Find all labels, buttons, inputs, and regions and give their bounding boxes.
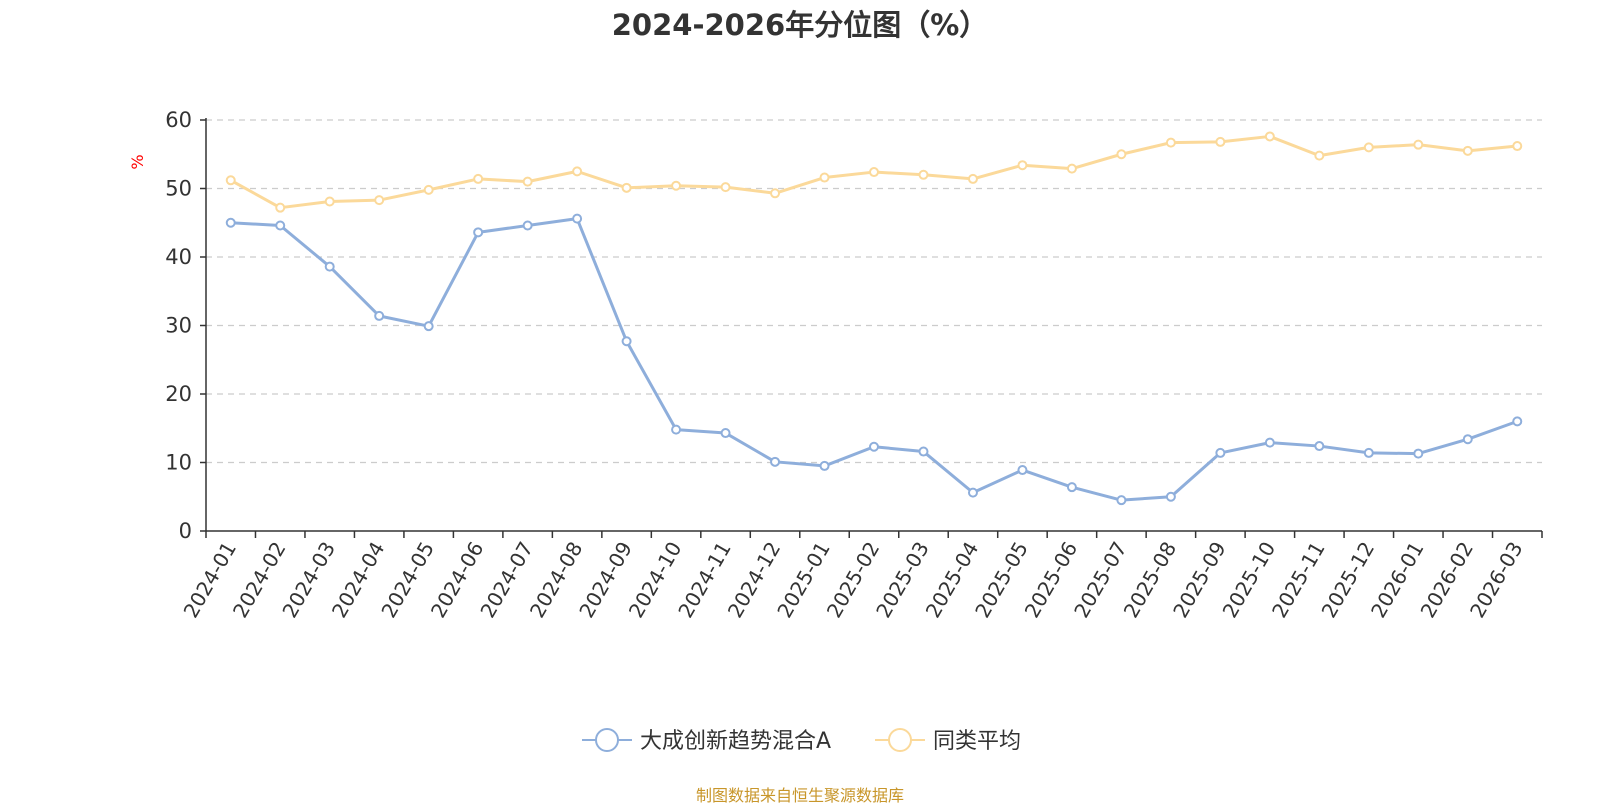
data-point (324, 196, 335, 207)
data-point (621, 336, 632, 347)
data-point (720, 182, 731, 193)
y-tick-label: 40 (165, 245, 192, 269)
data-point (473, 173, 484, 184)
data-point (1413, 448, 1424, 459)
data-point (1215, 136, 1226, 147)
data-point (1314, 441, 1325, 452)
data-point (1413, 139, 1424, 150)
data-point (1066, 482, 1077, 493)
y-tick-label: 60 (165, 108, 192, 132)
data-point (423, 184, 434, 195)
y-tick-label: 30 (165, 314, 192, 338)
x-tick-labels: 2024-012024-022024-032024-042024-052024-… (178, 537, 1527, 621)
y-tick-label: 20 (165, 382, 192, 406)
data-point (572, 213, 583, 224)
legend-marker (595, 728, 619, 752)
data-point (225, 175, 236, 186)
series-line (230, 217, 1518, 502)
axes (200, 118, 1543, 538)
data-point (770, 188, 781, 199)
data-point (275, 220, 286, 231)
data-point (324, 261, 335, 272)
data-point (1215, 447, 1226, 458)
data-point (1116, 495, 1127, 506)
data-point (671, 424, 682, 435)
data-point (1363, 142, 1374, 153)
legend-label: 大成创新趋势混合A (640, 729, 831, 754)
data-point (1165, 491, 1176, 502)
data-point (770, 456, 781, 467)
data-point (720, 428, 731, 439)
legend-item-1: 大成创新趋势混合A (582, 728, 831, 754)
data-point (967, 487, 978, 498)
y-tick-label: 0 (179, 519, 192, 543)
data-point (572, 166, 583, 177)
data-point (918, 446, 929, 457)
data-point (1017, 160, 1028, 171)
data-point (869, 441, 879, 452)
data-point (1017, 465, 1028, 476)
data-point (522, 220, 533, 231)
series-lines (225, 131, 1523, 506)
data-point (1512, 416, 1523, 427)
data-point (819, 172, 830, 183)
data-point (423, 321, 434, 332)
data-point (1314, 150, 1325, 161)
chart-title: 2024-2026年分位图（%） (611, 8, 989, 42)
data-point (374, 195, 385, 206)
data-point (1066, 163, 1077, 174)
data-point (1165, 137, 1176, 148)
y-tick-label: 50 (165, 177, 192, 201)
legend: 大成创新趋势混合A 同类平均 (582, 728, 1021, 754)
data-point (473, 227, 484, 238)
y-axis-unit-label: % (128, 154, 147, 169)
legend-label: 同类平均 (933, 729, 1021, 754)
data-point (1264, 131, 1275, 142)
series-1 (225, 213, 1523, 506)
data-point (671, 180, 682, 191)
legend-item-2: 同类平均 (875, 728, 1021, 754)
data-point (225, 217, 236, 228)
data-point (1363, 447, 1374, 458)
legend-marker (888, 728, 912, 752)
data-point (1116, 149, 1127, 160)
data-point (819, 460, 830, 471)
data-point (374, 310, 385, 321)
source-note: 制图数据来自恒生聚源数据库 (695, 786, 904, 805)
data-point (967, 173, 978, 184)
data-point (275, 202, 286, 213)
series-2 (225, 131, 1523, 213)
data-point (869, 167, 879, 178)
data-point (1462, 145, 1473, 156)
data-point (1462, 434, 1473, 445)
data-point (522, 176, 533, 187)
y-tick-label: 10 (165, 451, 192, 475)
data-point (918, 169, 929, 180)
data-point (1264, 437, 1275, 448)
data-point (1512, 141, 1523, 152)
data-point (621, 182, 632, 193)
y-tick-labels: 0 10 20 30 40 50 60 (165, 108, 192, 543)
